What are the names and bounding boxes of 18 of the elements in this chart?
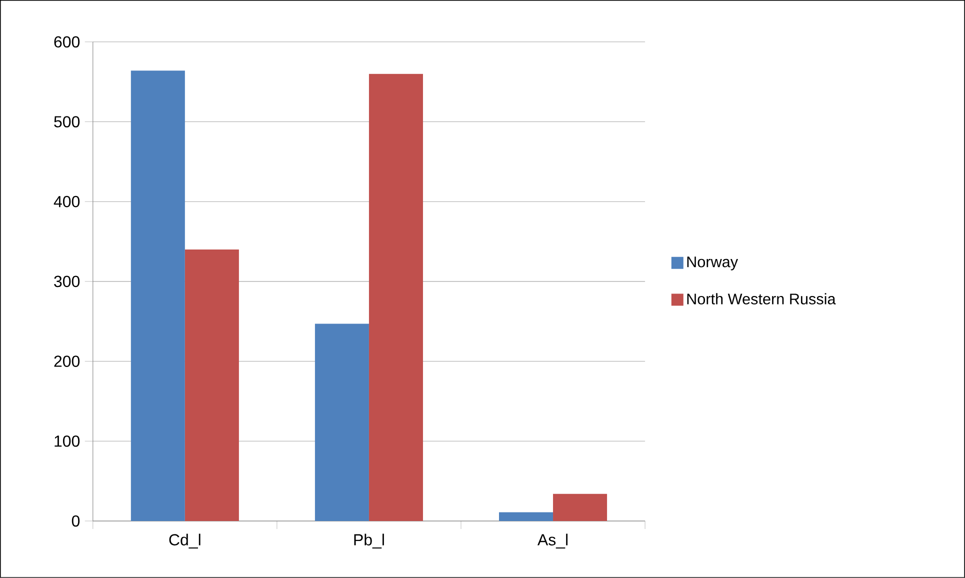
y-tick-label: 600: [54, 36, 80, 48]
x-tick-label: As_l: [537, 534, 568, 549]
y-tick-label: 200: [54, 356, 80, 368]
x-tick-label: Cd_l: [169, 534, 200, 549]
bar: [130, 70, 185, 522]
x-tick-label: Pb_l: [354, 534, 384, 549]
bar: [314, 324, 369, 522]
bar: [553, 494, 608, 522]
bar: [499, 512, 554, 522]
legend-label: North Western Russia: [687, 293, 836, 304]
bar: [184, 250, 239, 522]
y-tick-label: 100: [54, 436, 80, 447]
y-tick-label: 0: [72, 515, 80, 527]
bar: [368, 74, 423, 522]
y-tick-label: 500: [54, 116, 80, 128]
y-tick-label: 300: [54, 276, 80, 288]
y-tick-label: 400: [54, 196, 80, 208]
legend-label: Norway: [687, 256, 738, 270]
